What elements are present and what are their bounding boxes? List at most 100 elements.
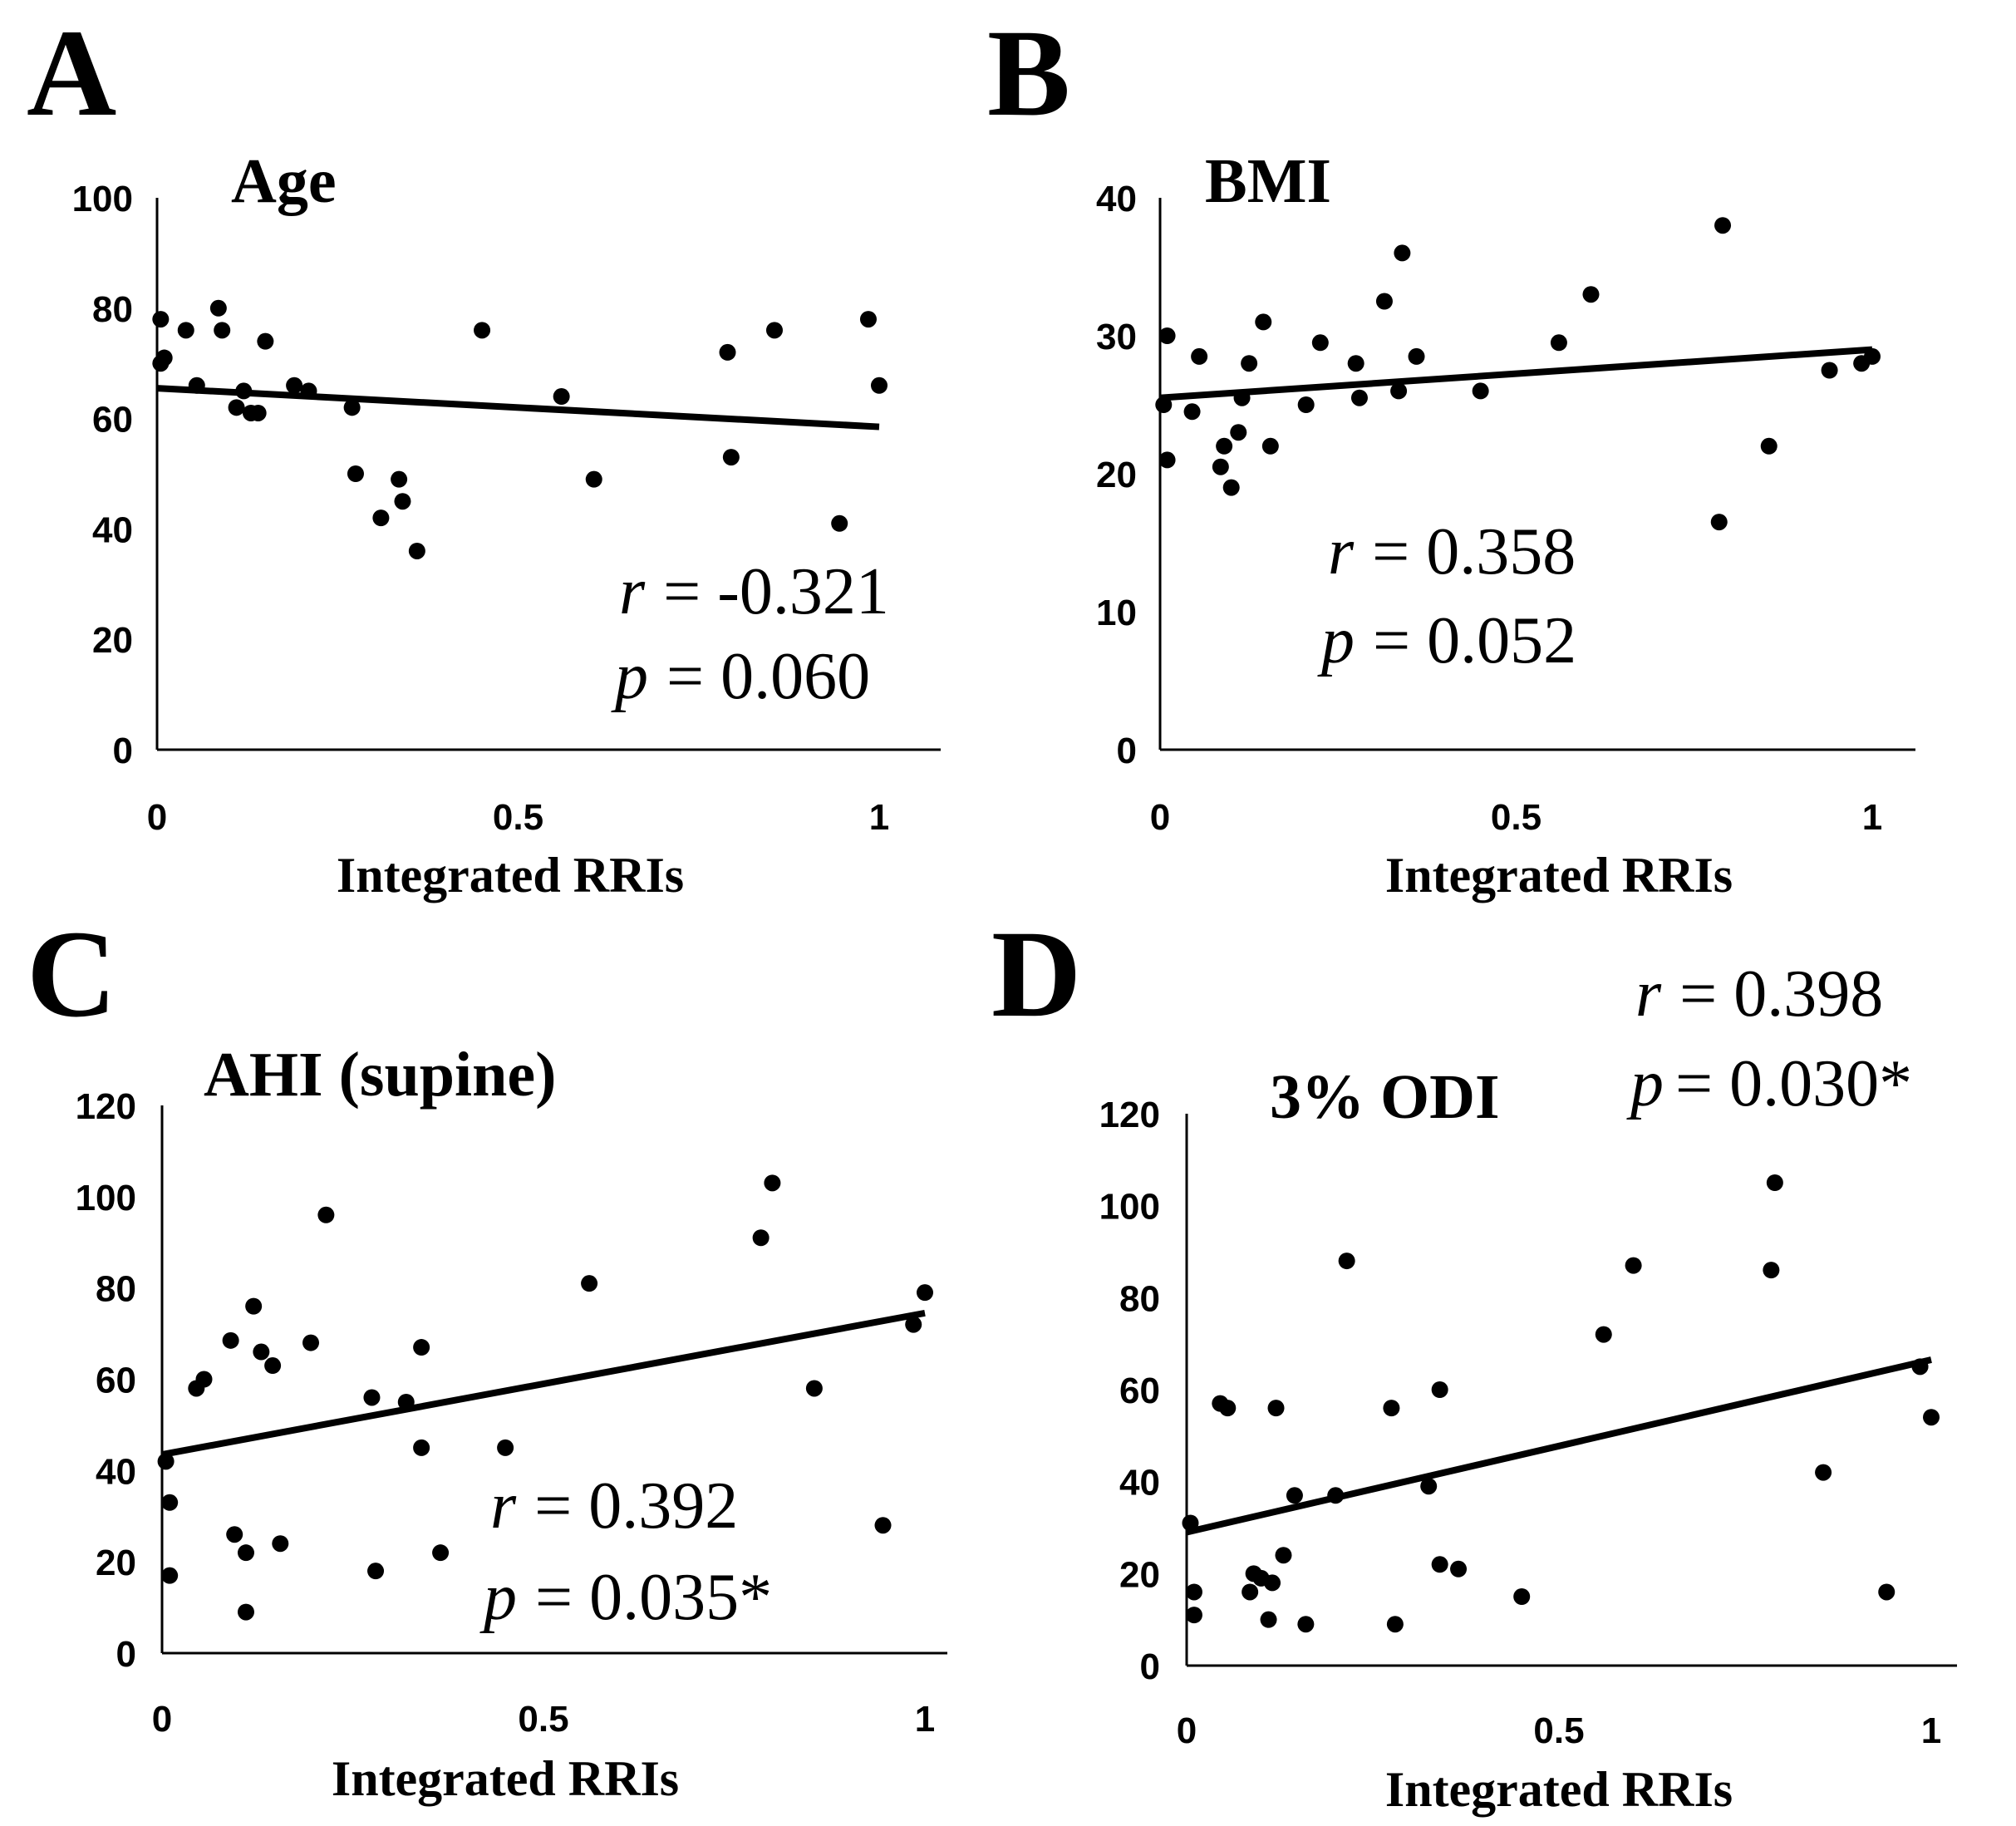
y-tick-labels: 0 20 40 60 80 100 120 xyxy=(1099,1095,1160,1687)
y-tick-label: 100 xyxy=(1099,1187,1160,1228)
data-point xyxy=(1431,1556,1448,1573)
data-point xyxy=(859,311,877,328)
data-point xyxy=(1216,437,1233,455)
stat-r-symbol: r xyxy=(490,1469,517,1543)
data-point xyxy=(1241,355,1258,372)
stat-r-symbol: r xyxy=(1328,515,1355,588)
data-point xyxy=(432,1544,450,1562)
y-tick-label: 0 xyxy=(113,731,133,771)
data-point xyxy=(1297,1616,1315,1633)
data-point xyxy=(1219,1400,1237,1417)
data-point xyxy=(764,1174,781,1192)
data-point xyxy=(1230,424,1247,441)
data-point xyxy=(831,514,848,532)
data-point xyxy=(1267,1400,1285,1417)
data-point xyxy=(1625,1257,1642,1274)
data-point xyxy=(1450,1560,1468,1577)
data-point xyxy=(157,1453,175,1470)
data-point xyxy=(1185,1583,1202,1601)
data-point xyxy=(209,299,227,317)
data-point xyxy=(871,377,888,394)
data-point xyxy=(1255,313,1272,331)
data-point xyxy=(1550,334,1567,352)
data-point xyxy=(1183,403,1201,421)
y-tick-label: 60 xyxy=(92,400,133,441)
x-axis-label: Integrated RRIs xyxy=(337,848,684,903)
y-tick-labels: 0 20 40 60 80 100 120 xyxy=(76,1086,136,1675)
stat-p-symbol: p xyxy=(479,1561,517,1634)
data-point xyxy=(1513,1588,1531,1605)
data-point xyxy=(286,377,303,394)
data-point xyxy=(237,1544,254,1562)
data-point xyxy=(1420,1478,1438,1495)
data-point xyxy=(1311,334,1329,352)
data-point xyxy=(397,1393,415,1410)
data-point xyxy=(1923,1409,1940,1426)
data-point xyxy=(195,1371,213,1388)
y-tick-label: 40 xyxy=(92,509,133,550)
data-point xyxy=(1338,1253,1355,1270)
x-tick-label: 0.5 xyxy=(1491,797,1542,838)
data-point xyxy=(1327,1487,1345,1504)
stat-r: r = 0.392 xyxy=(490,1469,738,1543)
y-tick-label: 0 xyxy=(116,1634,136,1675)
data-point xyxy=(1390,382,1408,400)
y-tick-labels: 0 10 20 30 40 xyxy=(1096,179,1137,771)
data-point xyxy=(1191,347,1208,365)
y-tick-label: 60 xyxy=(1119,1371,1160,1411)
y-tick-labels: 0 20 40 60 80 100 xyxy=(72,179,133,771)
x-tick-label: 1 xyxy=(915,1699,935,1740)
stat-p: p = 0.052 xyxy=(1317,604,1576,677)
data-point xyxy=(367,1563,385,1580)
data-point xyxy=(1275,1547,1292,1564)
data-point xyxy=(272,1535,289,1553)
data-point xyxy=(1472,382,1489,400)
data-point xyxy=(1155,396,1173,413)
stat-r: r = -0.321 xyxy=(619,555,889,628)
data-point xyxy=(1286,1487,1303,1504)
data-point xyxy=(257,332,274,350)
chart-title: AHI (supine) xyxy=(204,1040,556,1110)
data-point xyxy=(222,1331,239,1349)
x-tick-label: 0.5 xyxy=(518,1699,568,1740)
data-points xyxy=(152,299,888,559)
data-point xyxy=(1233,389,1251,406)
data-point xyxy=(1386,1616,1404,1633)
data-points xyxy=(1155,217,1881,531)
data-point xyxy=(214,322,231,339)
x-axis-label: Integrated RRIs xyxy=(332,1751,679,1806)
data-point xyxy=(1710,514,1728,531)
data-point xyxy=(581,1275,598,1292)
y-tick-label: 120 xyxy=(76,1086,136,1127)
data-point xyxy=(363,1389,381,1406)
y-tick-label: 120 xyxy=(1099,1095,1160,1135)
data-points xyxy=(157,1174,933,1621)
x-axis-label: Integrated RRIs xyxy=(1385,1762,1733,1817)
x-tick-label: 0 xyxy=(1177,1710,1197,1751)
stat-p-symbol: p xyxy=(1317,604,1355,677)
data-point xyxy=(1212,458,1229,475)
x-tick-label: 0.5 xyxy=(493,797,543,838)
stat-p-symbol: p xyxy=(611,640,648,713)
data-point xyxy=(1260,1611,1277,1628)
data-point xyxy=(1595,1326,1612,1343)
y-tick-label: 0 xyxy=(1140,1646,1160,1687)
chart-title: BMI xyxy=(1205,146,1331,216)
data-point xyxy=(413,1439,430,1456)
chart-title: 3% ODI xyxy=(1270,1062,1500,1132)
panel-letter-d: D xyxy=(991,905,1081,1043)
data-point xyxy=(1766,1174,1783,1191)
x-tick-label: 1 xyxy=(1862,797,1882,838)
y-tick-label: 0 xyxy=(1117,731,1137,771)
data-point xyxy=(1264,1574,1281,1592)
stat-p-symbol: p xyxy=(1626,1047,1664,1120)
x-tick-label: 1 xyxy=(1921,1710,1941,1751)
stat-r-value: = 0.392 xyxy=(534,1469,738,1543)
data-point xyxy=(917,1284,933,1302)
y-tick-label: 100 xyxy=(72,179,133,219)
data-point xyxy=(1297,396,1315,413)
data-point xyxy=(391,470,408,488)
